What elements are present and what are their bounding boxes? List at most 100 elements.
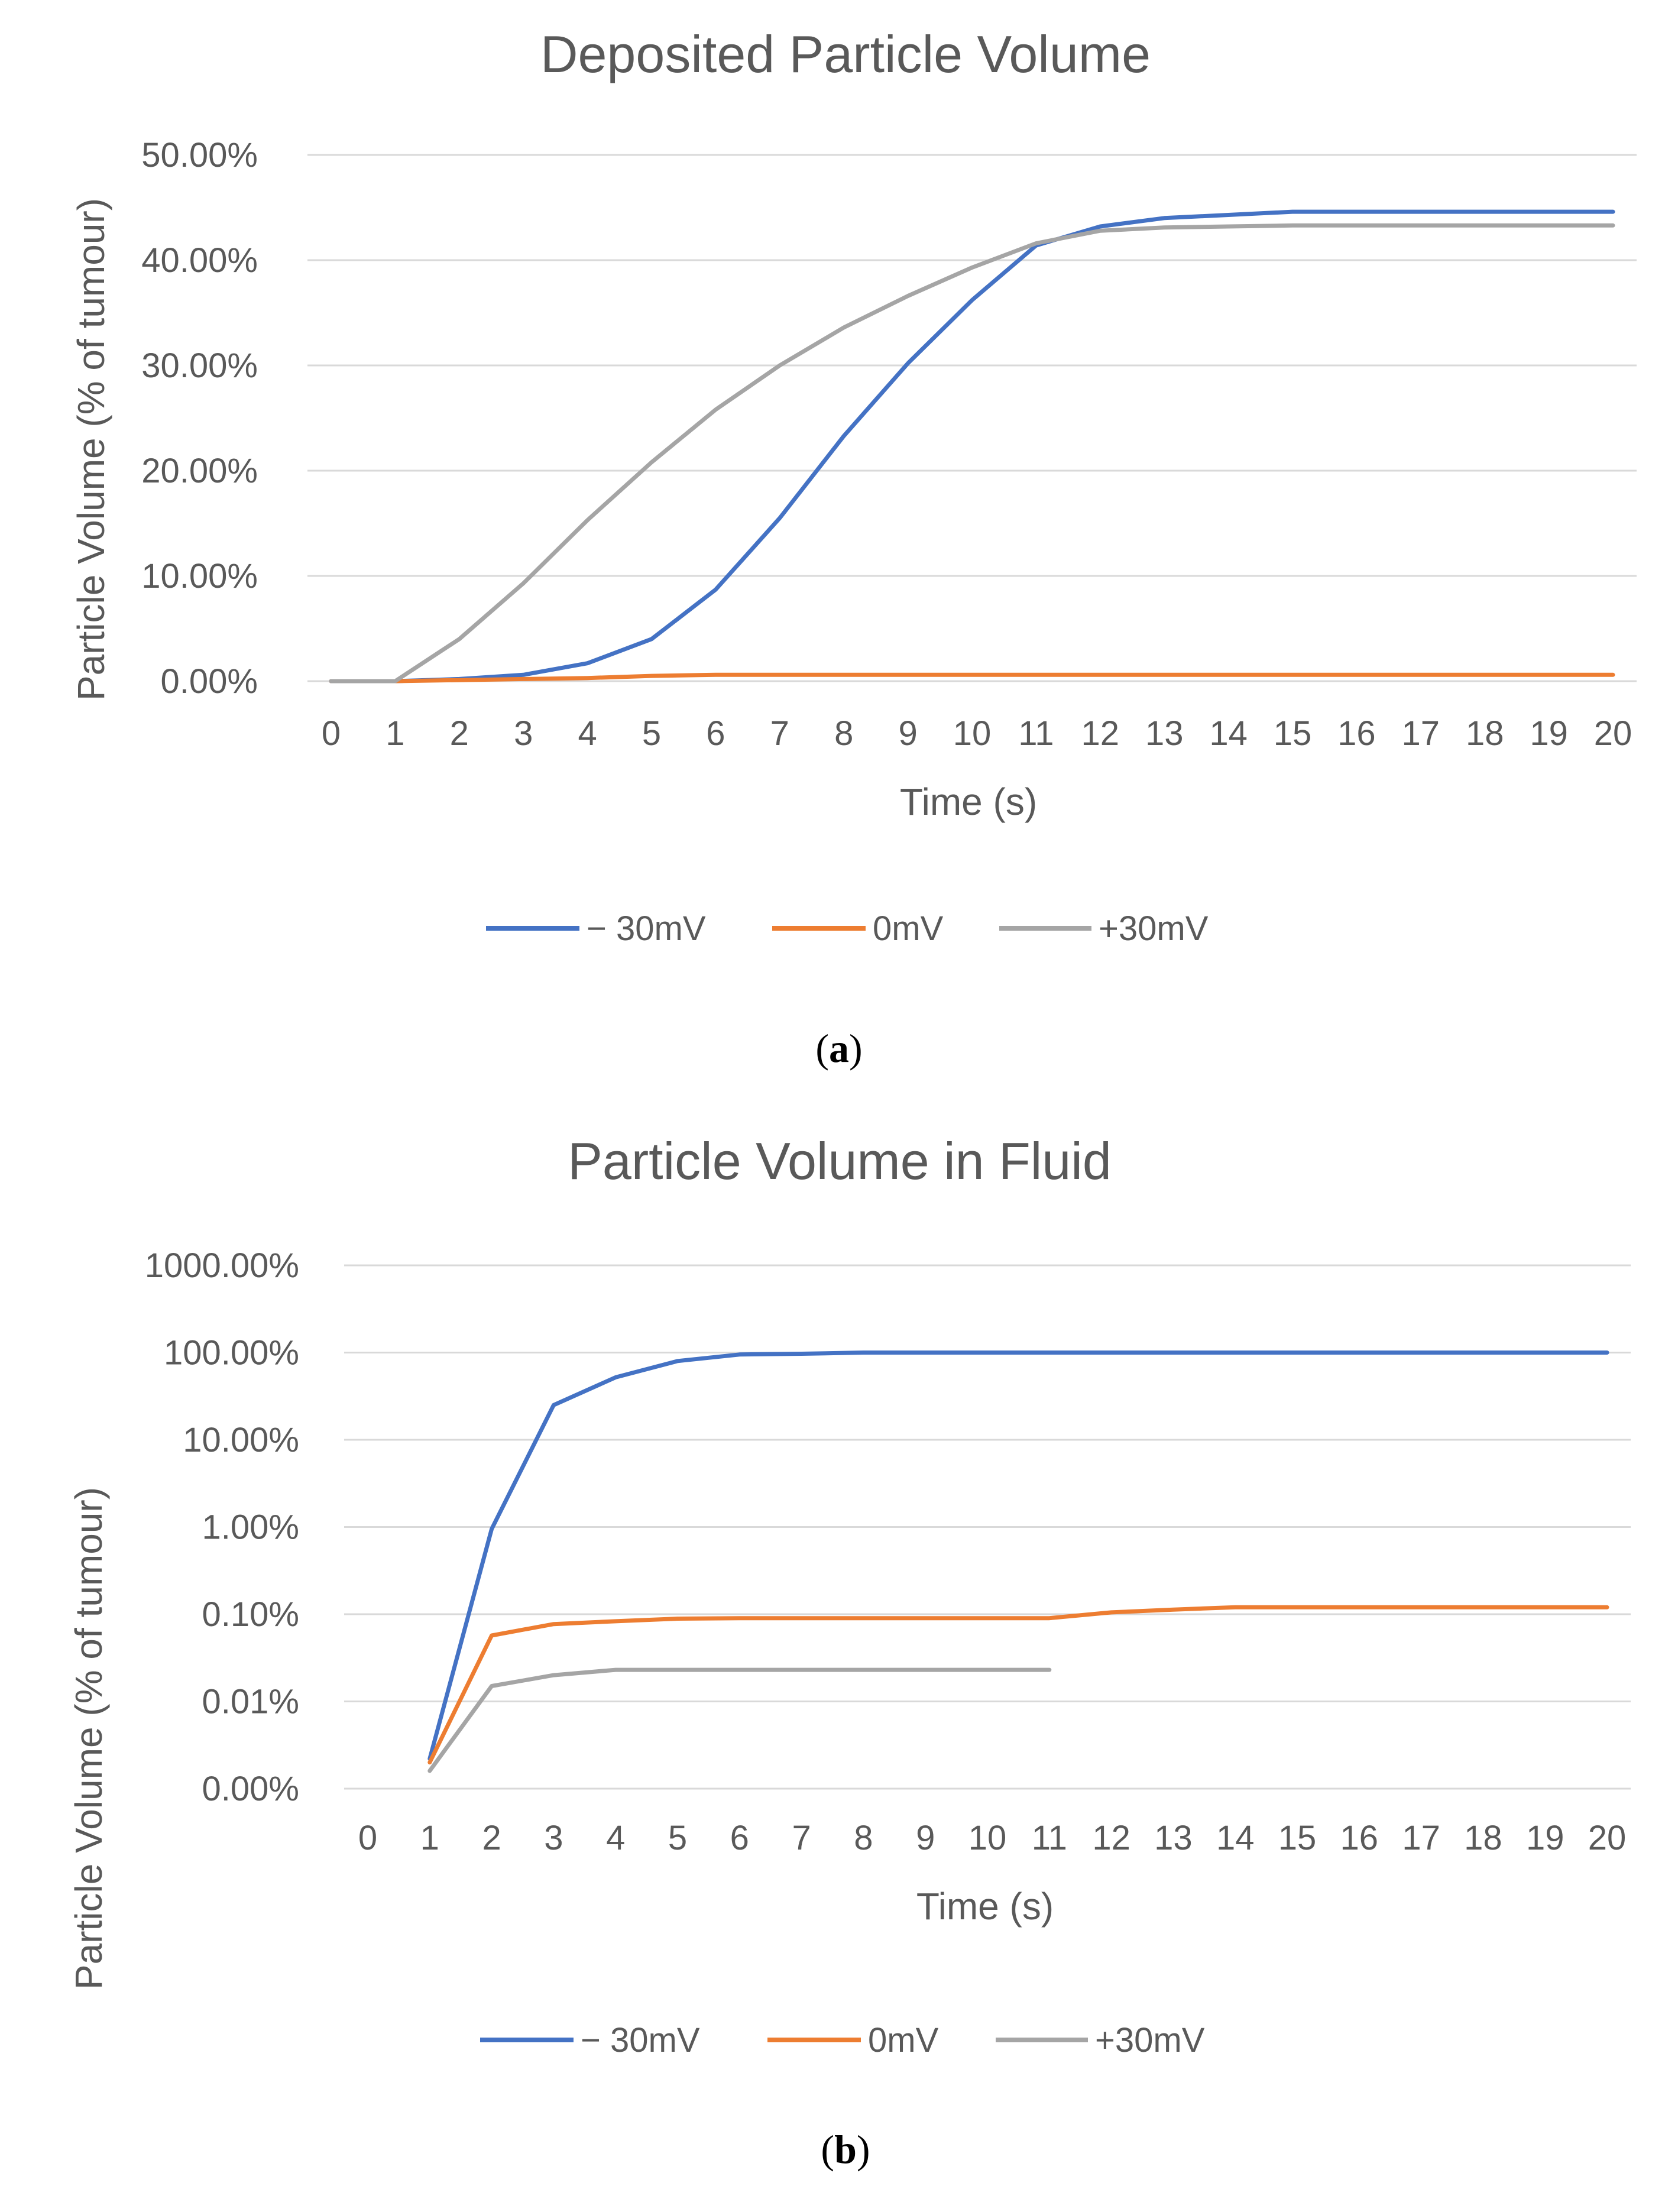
y-tick-label: 40.00% [141,241,258,280]
chart-title: Deposited Particle Volume [540,25,1151,83]
data-point [677,1669,678,1670]
data-point [863,1669,864,1670]
data-point [1164,227,1165,228]
data-point [587,663,588,664]
series-line-2 [329,223,1615,684]
x-tick-label: 14 [1209,714,1248,753]
data-point [1297,1352,1298,1353]
data-point [863,1352,864,1353]
data-point [1164,674,1165,675]
data-point [615,1669,616,1670]
x-tick-label: 16 [1340,1819,1379,1857]
y-tick-label: 10.00% [141,557,258,595]
y-tick-label: 1000.00% [145,1246,299,1285]
chart-deposited-particle-volume: Deposited Particle Volume 0.00%10.00%20.… [70,25,1637,1071]
data-point [987,1618,988,1619]
x-tick-label: 5 [642,714,661,753]
data-point [925,1352,926,1353]
data-point [1049,1669,1050,1670]
x-tick-label: 8 [834,714,853,753]
series-points-0 [429,1352,1608,1760]
data-point [1544,1607,1546,1608]
data-point [1420,674,1421,675]
x-tick-label: 15 [1274,714,1312,753]
y-tick-label: 10.00% [183,1421,299,1459]
data-point [1549,211,1550,212]
data-point [1100,230,1101,231]
y-tick-label: 1.00% [202,1508,299,1547]
data-point [739,1669,740,1670]
data-point [523,678,524,679]
chart-particle-volume-in-fluid: Particle Volume in Fluid 0.00% 0.01% 0.10%… [67,1132,1631,2172]
data-point [1111,1352,1112,1353]
gridlines [344,1264,1631,1790]
legend: − 30mV 0mV +30mV [486,909,1209,948]
series-lines [329,209,1615,684]
data-point [987,1352,988,1353]
data-point [1228,214,1229,215]
data-point [1049,1618,1050,1619]
data-point [429,1762,430,1763]
data-point [1606,1352,1608,1353]
x-tick-label: 10 [953,714,992,753]
data-point [1421,1352,1422,1353]
data-point [1484,674,1485,675]
data-point [1356,211,1357,212]
x-axis-label: Time (s) [916,1885,1054,1928]
data-point [491,1635,493,1636]
legend: − 30mV 0mV +30mV [480,2021,1205,2059]
data-point [739,1354,740,1355]
data-point [1111,1612,1112,1613]
data-point [1035,674,1036,675]
x-tick-label: 8 [854,1819,873,1857]
data-point [1484,225,1485,226]
x-tick-label: 0 [358,1819,377,1857]
data-point [1172,1352,1174,1353]
data-point [1482,1607,1483,1608]
y-tick-labels: 0.00% 0.01% 0.10% 1.00% 10.00% 100.00% 1000.00… [145,1246,299,1808]
data-point [801,1353,802,1354]
data-point [1612,674,1614,675]
data-point [925,1618,926,1619]
x-tick-label: 19 [1530,714,1568,753]
y-tick-label: 0.10% [202,1595,299,1634]
x-tick-label: 0 [322,714,341,753]
y-tick-label: 50.00% [141,136,258,174]
data-point [553,1404,554,1405]
data-point [651,675,652,676]
x-tick-label: 2 [450,714,469,753]
panel-label: (a) [815,1026,862,1071]
x-tick-label: 1 [420,1819,439,1857]
data-point [971,674,973,675]
data-point [843,435,844,436]
data-point [1420,225,1421,226]
x-tick-label: 11 [1032,1819,1067,1857]
x-tick-label: 6 [706,714,725,753]
x-tick-label: 20 [1594,714,1632,753]
x-tick-label: 10 [968,1819,1007,1857]
data-point [779,517,780,519]
data-point [1356,674,1357,675]
x-tick-label: 11 [1018,714,1054,753]
data-point [801,1669,802,1670]
y-tick-label: 100.00% [164,1334,299,1372]
data-point [651,462,652,463]
legend-label-0: 0mV [873,909,944,948]
y-tick-labels: 0.00% 10.00% 20.00% 30.00% 40.00% 50.00% [141,136,258,701]
legend-label-pos30: +30mV [1099,909,1209,948]
y-tick-label: 20.00% [141,452,258,490]
data-point [677,1618,678,1619]
x-tick-labels: 0 1 2 3 4 5 6 7 8 9 10 11 12 13 14 15 16 17 18 19 20 [322,714,1632,753]
x-tick-label: 2 [482,1819,501,1857]
data-point [1421,1607,1422,1608]
x-tick-label: 16 [1337,714,1376,753]
x-tick-label: 18 [1464,1819,1502,1857]
series-line-2 [427,1667,1052,1773]
series-line-0 [427,1350,1609,1761]
x-tick-label: 5 [668,1819,687,1857]
x-tick-label: 12 [1081,714,1120,753]
y-axis-label: Particle Volume (% of tumour) [70,198,112,701]
x-tick-label: 9 [916,1819,935,1857]
data-point [587,678,588,679]
data-point [779,365,780,366]
